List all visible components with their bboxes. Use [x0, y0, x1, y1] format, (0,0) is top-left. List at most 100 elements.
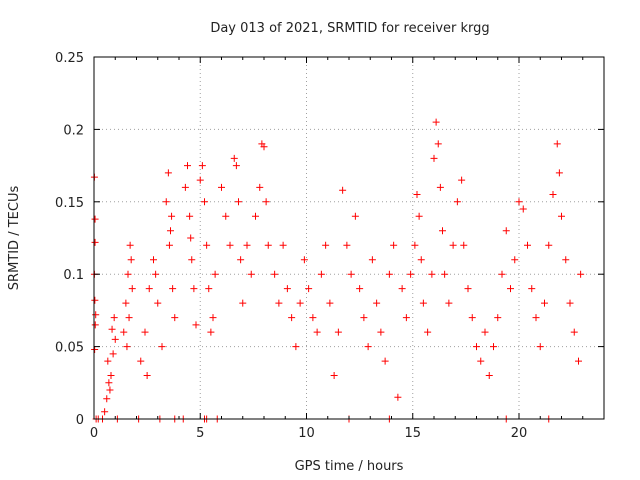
data-point: [271, 270, 279, 278]
data-point: [103, 395, 111, 403]
data-point: [150, 256, 157, 264]
data-point: [415, 212, 423, 220]
data-point: [477, 357, 485, 365]
data-point: [169, 285, 177, 293]
data-point: [413, 191, 421, 199]
data-point: [458, 176, 466, 184]
data-point: [411, 241, 419, 249]
data-point: [377, 328, 385, 336]
data-point: [385, 270, 393, 278]
data-point: [91, 296, 99, 304]
data-point: [209, 314, 217, 322]
x-tick-label: 0: [90, 426, 98, 441]
data-point: [434, 140, 442, 148]
data-point: [262, 198, 270, 206]
data-point: [439, 227, 446, 235]
y-tick-label: 0.2: [63, 123, 84, 138]
y-tick-label: 0.15: [55, 196, 84, 211]
data-point: [91, 215, 99, 223]
data-point: [106, 386, 114, 394]
data-point: [260, 143, 268, 151]
data-point: [394, 393, 402, 401]
data-point: [107, 372, 115, 380]
data-point: [187, 234, 195, 242]
data-point: [494, 314, 502, 322]
data-point: [123, 343, 131, 351]
data-point: [430, 154, 438, 162]
data-point: [235, 198, 242, 206]
data-point: [211, 270, 219, 278]
data-point: [196, 176, 204, 184]
data-point: [343, 241, 351, 249]
x-tick-label: 5: [196, 426, 204, 441]
data-point: [322, 241, 330, 249]
data-point: [481, 328, 489, 336]
data-point: [120, 328, 128, 336]
x-tick-label: 10: [298, 426, 315, 441]
data-point: [288, 314, 296, 322]
data-point: [111, 335, 119, 343]
data-point: [309, 314, 317, 322]
data-point: [356, 285, 364, 293]
data-point: [184, 162, 191, 170]
grid-lines: [94, 57, 604, 419]
data-point: [330, 372, 338, 380]
data-point: [428, 270, 436, 278]
data-point: [524, 241, 531, 249]
data-point: [198, 162, 206, 170]
plot-frame: [93, 56, 605, 420]
data-point: [562, 256, 570, 264]
data-point: [528, 285, 536, 293]
data-point: [373, 299, 381, 307]
data-point: [368, 256, 376, 264]
data-point: [511, 256, 519, 264]
data-point: [91, 345, 99, 353]
chart-title: Day 013 of 2021, SRMTID for receiver krg…: [210, 21, 489, 36]
data-point: [122, 299, 130, 307]
data-point: [247, 270, 255, 278]
data-point: [158, 343, 166, 351]
data-point: [498, 270, 506, 278]
x-tick-label: 20: [511, 426, 528, 441]
y-tick-label: 0: [76, 413, 84, 428]
data-point: [445, 299, 453, 307]
y-axis-label: SRMTID / TECUs: [7, 186, 22, 291]
data-point: [137, 357, 145, 365]
data-point: [436, 183, 444, 191]
data-point: [124, 270, 132, 278]
data-point: [339, 186, 347, 194]
data-point: [515, 198, 523, 206]
data-point: [218, 183, 225, 191]
data-point: [566, 299, 574, 307]
data-point: [313, 328, 321, 336]
data-point: [145, 285, 153, 293]
data-point: [256, 183, 264, 191]
data-point: [453, 198, 461, 206]
data-point: [364, 343, 372, 351]
data-point: [334, 328, 342, 336]
data-point: [168, 212, 176, 220]
data-point: [275, 299, 283, 307]
data-point: [502, 227, 510, 235]
data-point: [460, 241, 468, 249]
data-point: [305, 285, 313, 293]
data-point: [226, 241, 234, 249]
data-point: [205, 285, 213, 293]
data-point: [279, 241, 287, 249]
data-point: [164, 169, 172, 177]
data-point: [109, 350, 117, 358]
data-point: [188, 256, 196, 264]
data-point: [545, 241, 553, 249]
data-point: [162, 198, 170, 206]
data-point: [360, 314, 368, 322]
data-point: [127, 256, 135, 264]
data-point: [490, 343, 497, 351]
data-point: [192, 321, 200, 329]
y-tick-label: 0.05: [55, 341, 84, 356]
data-point: [104, 357, 112, 365]
data-point: [252, 212, 259, 220]
data-point: [207, 328, 215, 336]
data-point: [125, 314, 133, 322]
x-tick-label: 15: [404, 426, 421, 441]
